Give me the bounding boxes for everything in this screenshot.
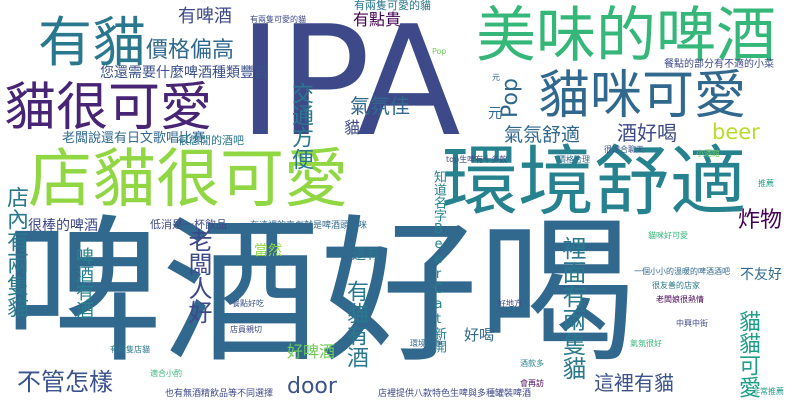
word-also-have: 還有 [352,247,380,263]
small-word: 店裡提供八款特色生啤與多種罐裝啤酒 [378,389,532,399]
word-has-beer: 有啤酒 [178,6,232,27]
small-word: 一個小小的溫暖的啤酒酒吧 [634,267,730,276]
small-word: 價格合理 [558,155,590,164]
small-word: 非常推薦 [752,387,784,396]
word-store-cat-cute: 店貓很可愛 [28,143,348,217]
small-word: 會再訪 [520,379,544,388]
small-word: 適合小酌 [150,369,182,378]
word-atmosphere-comfortable: 氣氛舒適 [504,124,581,146]
small-word: 元 [492,73,500,82]
small-word: 很友善的店家 [652,281,700,290]
word-door: door [287,374,337,399]
word-two-cats-in-there: 裡面有兩隻貓 [558,236,586,380]
small-word: Pop [432,47,447,56]
word-of-course: 當然 [254,243,282,259]
word-boss-nice: 老闆人好 [184,228,212,324]
small-word: 中興中街 [676,319,708,328]
word-good-beer: 好啤酒 [287,342,336,361]
word-tasty: 好喝 [464,326,495,344]
small-word: 有兩隻店貓 [110,345,150,354]
small-word: 好地方 [498,299,522,308]
word-pop: Pop [498,78,523,118]
word-a-bit-pricey: 有點貴 [353,10,402,29]
word-price-high: 價格偏高 [146,38,235,63]
small-word: 店員親切 [230,325,262,334]
small-word: 環境乾淨 [410,339,442,348]
word-yuan: 元 [488,106,502,122]
word-cats-cute: 貓貓可愛 [735,310,760,398]
word-delicious-beer: 美味的啤酒 [476,1,776,71]
word-atmosphere-good: 氣氛佳 [350,94,410,118]
small-word: 小酒館 [696,149,720,158]
small-word: 老闆娘很熱情 [656,295,704,304]
word-beer-variety: 您還需要什麼啤酒種類豐富 [100,65,268,81]
word-kitty-cute: 貓咪可愛 [538,66,747,126]
word-unfriendly: 不友好 [740,267,782,283]
word-cats-here: 這裡有貓 [594,371,674,395]
word-cat-and-beer: 有貓有酒 [343,280,368,368]
small-word: 推薦 [758,179,774,188]
word-beer-tasty: 酒好喝 [617,121,677,145]
word-transport-convenient: 交通方便 [288,82,313,170]
word-min-one-drink: 低消是一杯飲品 [150,218,227,231]
word-cat-single: 貓 [344,118,361,137]
word-ipa: IPA [238,0,461,170]
small-word: 在這裡的喜劇就是啤酒頭貓咪 [250,221,368,231]
word-boss-japanese-contest: 老闆說還有日文歌唱比賽 [62,131,206,146]
word-two-cute-cats: 有兩隻可愛的貓 [354,0,431,12]
small-word: 餐點的部分有不適的小菜 [664,59,774,70]
small-word: 知道名字BeerCat新開 [431,170,446,353]
word-cat-very-cute: 貓很可愛 [4,78,213,138]
word-beer-en: beer [712,120,760,144]
word-great-beer: 很棒的啤酒 [28,218,98,234]
small-word: 餐點好吃 [232,299,264,308]
small-word: 貓咪好可愛 [648,231,688,240]
word-relaxing-bar: 很悠閒的酒吧 [178,134,244,147]
word-fried-food: 炸物 [738,208,783,233]
word-has-cat: 有貓 [38,11,146,74]
word-beer-has-alcohol: 啤酒有酒 [73,247,94,319]
small-word: 酒款多 [520,359,544,368]
small-word: top生啤有十多款 [446,155,508,164]
word-beer-good: 啤酒好喝 [4,201,636,385]
small-word: 也有無酒精飲品等不同選擇 [165,389,274,399]
word-two-cats-inside: 店內有兩隻貓 [3,186,28,318]
small-word: 氣氛很好 [630,339,662,348]
small-word: 很適合聊天 [604,145,644,154]
word-no-matter-what: 不管怎樣 [17,368,113,396]
word-environment-comfortable: 環境舒適 [442,137,746,226]
small-word: 有兩隻可愛的貓 [250,15,306,24]
